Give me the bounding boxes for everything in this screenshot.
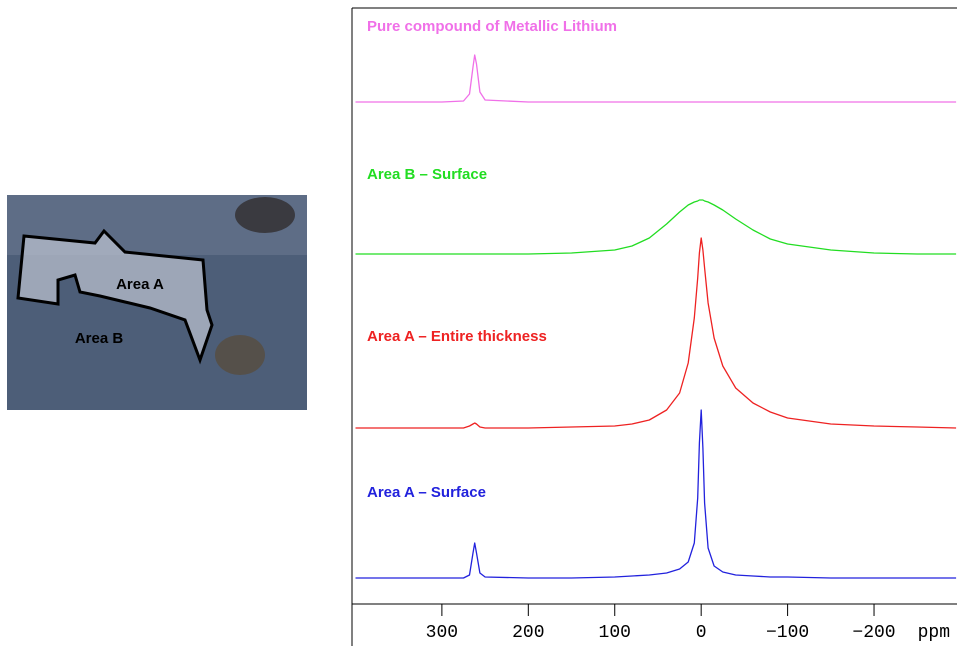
x-tick-label: 100 bbox=[599, 623, 631, 643]
spectrum bbox=[355, 199, 957, 255]
series-label: Area A – Surface bbox=[367, 484, 486, 501]
spectrum bbox=[355, 409, 957, 579]
area-label: Area A bbox=[116, 276, 164, 293]
spectrum bbox=[355, 54, 957, 103]
x-tick-label: −200 bbox=[852, 623, 895, 643]
area-label: Area B bbox=[75, 330, 124, 347]
series-label: Area A – Entire thickness bbox=[367, 328, 547, 345]
x-axis-label: ppm bbox=[918, 623, 950, 643]
series-label: Pure compound of Metallic Lithium bbox=[367, 18, 617, 35]
spectrum bbox=[355, 237, 957, 429]
x-tick-label: 300 bbox=[426, 623, 458, 643]
x-tick-label: −100 bbox=[766, 623, 809, 643]
photo-spot bbox=[215, 335, 265, 375]
area-a-outline bbox=[16, 228, 214, 365]
photo: Area A Area B bbox=[7, 195, 307, 410]
photo-spot bbox=[235, 197, 295, 233]
x-tick-label: 0 bbox=[696, 623, 707, 643]
x-tick-label: 200 bbox=[512, 623, 544, 643]
series-label: Area B – Surface bbox=[367, 166, 487, 183]
